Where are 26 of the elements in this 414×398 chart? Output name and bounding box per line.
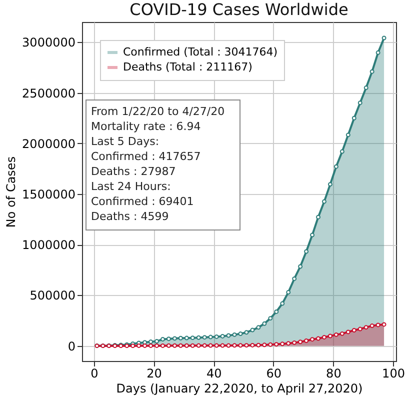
x-tick-label: 60 [266, 366, 282, 380]
y-tick-label: 1500000 [22, 188, 76, 202]
annotation: Confirmed : 69401 [91, 195, 194, 208]
annotation: From 1/22/20 to 4/27/20 [91, 105, 225, 118]
annotation: Deaths : 27987 [91, 165, 176, 178]
x-tick-label: 80 [326, 366, 342, 380]
y-tick-label: 500000 [30, 288, 76, 303]
chart-title: COVID-19 Cases Worldwide [130, 0, 348, 19]
annotation: Last 24 Hours: [91, 180, 171, 193]
y-tick-label: 2500000 [22, 86, 76, 100]
x-tick-label: 100 [382, 366, 405, 380]
annotation: Mortality rate : 6.94 [91, 120, 201, 133]
x-tick-label: 40 [206, 366, 222, 380]
x-tick-label: 0 [90, 366, 98, 380]
x-tick-label: 20 [146, 366, 162, 380]
y-tick-label: 3000000 [22, 36, 76, 50]
annotation: Confirmed : 417657 [91, 150, 201, 163]
y-tick-label: 2000000 [22, 136, 76, 151]
y-tick-label: 1000000 [22, 238, 76, 252]
y-axis-title: No of Cases [4, 156, 18, 228]
annotation: Last 5 Days: [91, 135, 160, 148]
legend-label: Confirmed (Total : 3041764) [123, 46, 278, 58]
annotation: Deaths : 4599 [91, 210, 169, 223]
legend-label: Deaths (Total : 211167) [123, 60, 252, 74]
y-tick-label: 0 [68, 339, 76, 354]
x-axis-title: Days (January 22,2020, to April 27,2020) [116, 382, 363, 396]
